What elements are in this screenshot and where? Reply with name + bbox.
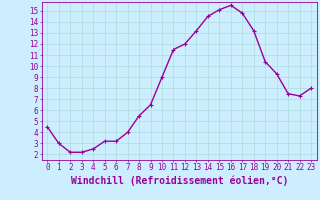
X-axis label: Windchill (Refroidissement éolien,°C): Windchill (Refroidissement éolien,°C) — [70, 175, 288, 186]
